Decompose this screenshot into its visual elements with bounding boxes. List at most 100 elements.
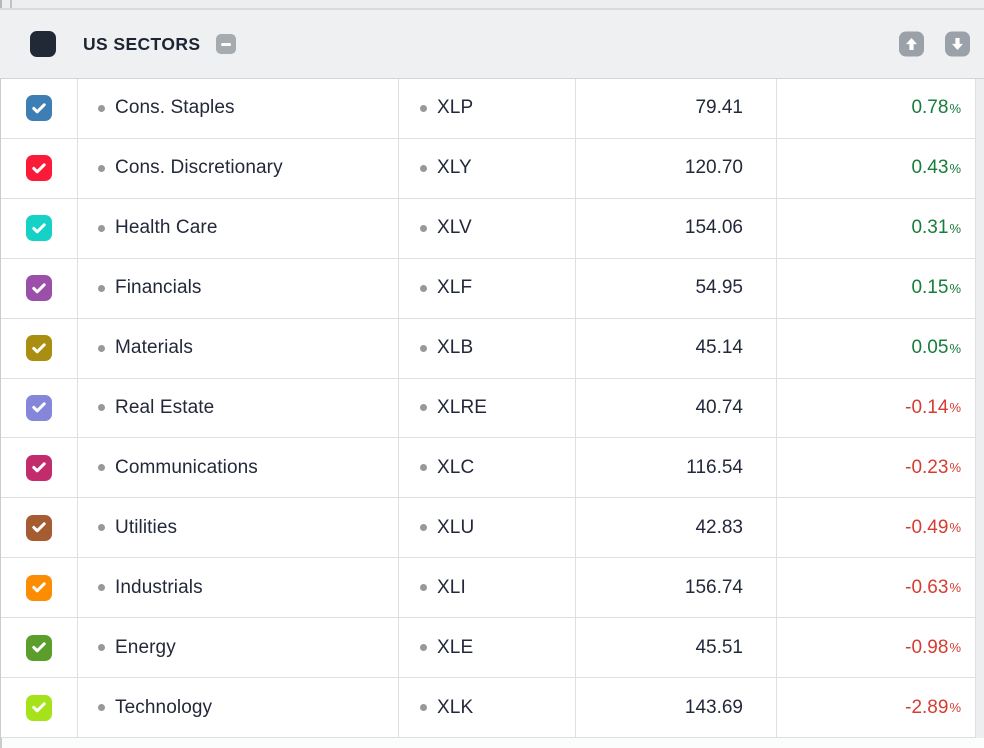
ticker-cell: XLK xyxy=(399,678,576,737)
price-value: 154.06 xyxy=(576,198,777,258)
sector-cell: Real Estate xyxy=(78,378,399,438)
change-value: 0.78 xyxy=(911,97,949,119)
bullet-icon xyxy=(98,704,105,712)
change-cell: -0.49 % xyxy=(777,498,976,558)
checkbox-cell xyxy=(1,498,78,558)
arrow-down-icon xyxy=(952,38,963,50)
price-value: 42.83 xyxy=(576,498,777,558)
table-row[interactable]: Industrials XLI 156.74 -0.63 % xyxy=(1,558,976,619)
ticker-cell: XLB xyxy=(399,318,576,378)
row-checkbox[interactable] xyxy=(26,215,52,242)
checkbox-cell xyxy=(1,678,78,737)
change-value: -0.63 xyxy=(905,576,949,598)
bullet-icon xyxy=(98,404,105,412)
check-icon xyxy=(32,103,46,114)
ticker-cell: XLV xyxy=(399,198,576,258)
check-icon xyxy=(32,223,46,234)
row-checkbox[interactable] xyxy=(26,335,52,362)
change-value: -2.89 xyxy=(905,696,949,718)
sector-cell: Utilities xyxy=(78,498,399,558)
check-icon xyxy=(32,282,46,293)
checkbox-cell xyxy=(1,618,78,678)
change-cell: 0.05 % xyxy=(777,318,976,378)
change-value: 0.15 xyxy=(911,277,949,299)
table-row[interactable]: Real Estate XLRE 40.74 -0.14 % xyxy=(1,378,976,439)
price-value: 156.74 xyxy=(576,558,777,618)
sector-name: Technology xyxy=(115,696,213,718)
sector-name: Materials xyxy=(115,337,193,359)
table-row[interactable]: Health Care XLV 154.06 0.31 % xyxy=(1,198,976,259)
row-checkbox[interactable] xyxy=(26,694,52,721)
price-value: 54.95 xyxy=(576,258,777,318)
change-cell: 0.15 % xyxy=(777,258,976,318)
bullet-icon xyxy=(420,644,427,652)
ticker-symbol: XLB xyxy=(437,337,474,359)
bullet-icon xyxy=(420,224,427,232)
check-icon xyxy=(32,342,46,353)
ticker-cell: XLF xyxy=(399,258,576,318)
row-checkbox[interactable] xyxy=(26,454,52,481)
percent-sign: % xyxy=(949,580,961,596)
ticker-symbol: XLE xyxy=(437,636,474,658)
sector-cell: Cons. Staples xyxy=(78,79,399,138)
table-row[interactable]: Materials XLB 45.14 0.05 % xyxy=(1,318,976,379)
bullet-icon xyxy=(98,524,105,532)
ticker-symbol: XLP xyxy=(437,97,474,119)
collapse-button[interactable] xyxy=(216,34,237,54)
check-icon xyxy=(32,582,46,593)
check-icon xyxy=(32,642,46,653)
ticker-symbol: XLC xyxy=(437,456,475,478)
percent-sign: % xyxy=(949,160,961,176)
checkbox-cell xyxy=(1,318,78,378)
sector-cell: Materials xyxy=(78,318,399,378)
table-row[interactable]: Cons. Staples XLP 79.41 0.78 % xyxy=(1,79,976,139)
sector-name: Financials xyxy=(115,277,202,299)
bullet-icon xyxy=(98,644,105,652)
row-checkbox[interactable] xyxy=(26,275,52,302)
price-value: 79.41 xyxy=(576,79,777,138)
sector-name: Cons. Staples xyxy=(115,97,235,119)
arrow-up-icon xyxy=(906,38,917,50)
sector-name: Utilities xyxy=(115,516,178,538)
change-value: -0.23 xyxy=(905,456,949,478)
sector-name: Health Care xyxy=(115,217,218,239)
bullet-icon xyxy=(420,524,427,532)
table-row[interactable]: Energy XLE 45.51 -0.98 % xyxy=(1,618,976,679)
move-down-button[interactable] xyxy=(945,31,970,57)
change-value: 0.05 xyxy=(911,337,949,359)
table-row[interactable]: Cons. Discretionary XLY 120.70 0.43 % xyxy=(1,138,976,199)
sector-name: Real Estate xyxy=(115,396,215,418)
sector-name: Cons. Discretionary xyxy=(115,157,283,179)
checkbox-cell xyxy=(1,558,78,618)
percent-sign: % xyxy=(949,460,961,476)
select-all-checkbox[interactable] xyxy=(30,31,56,57)
table-row[interactable]: Financials XLF 54.95 0.15 % xyxy=(1,258,976,319)
bullet-icon xyxy=(420,404,427,412)
change-value: -0.49 xyxy=(905,516,949,538)
change-cell: 0.78 % xyxy=(777,79,976,138)
row-checkbox[interactable] xyxy=(26,574,52,601)
ticker-cell: XLC xyxy=(399,438,576,498)
table-row[interactable]: Technology XLK 143.69 -2.89 % xyxy=(1,678,976,738)
panel-left-edge xyxy=(0,0,2,8)
move-up-button[interactable] xyxy=(899,31,924,57)
ticker-cell: XLU xyxy=(399,498,576,558)
bullet-icon xyxy=(98,344,105,352)
ticker-symbol: XLI xyxy=(437,576,466,598)
sector-name: Energy xyxy=(115,636,176,658)
ticker-symbol: XLF xyxy=(437,277,473,299)
table-row[interactable]: Communications XLC 116.54 -0.23 % xyxy=(1,438,976,499)
percent-sign: % xyxy=(949,280,961,296)
bullet-icon xyxy=(98,104,105,112)
percent-sign: % xyxy=(949,340,961,356)
row-checkbox[interactable] xyxy=(26,95,52,122)
row-checkbox[interactable] xyxy=(26,394,52,421)
next-panel-edge xyxy=(0,738,984,748)
row-checkbox[interactable] xyxy=(26,634,52,661)
ticker-symbol: XLU xyxy=(437,516,475,538)
row-checkbox[interactable] xyxy=(26,514,52,541)
row-checkbox[interactable] xyxy=(26,155,52,182)
ticker-cell: XLE xyxy=(399,618,576,678)
table-row[interactable]: Utilities XLU 42.83 -0.49 % xyxy=(1,498,976,559)
price-value: 40.74 xyxy=(576,378,777,438)
